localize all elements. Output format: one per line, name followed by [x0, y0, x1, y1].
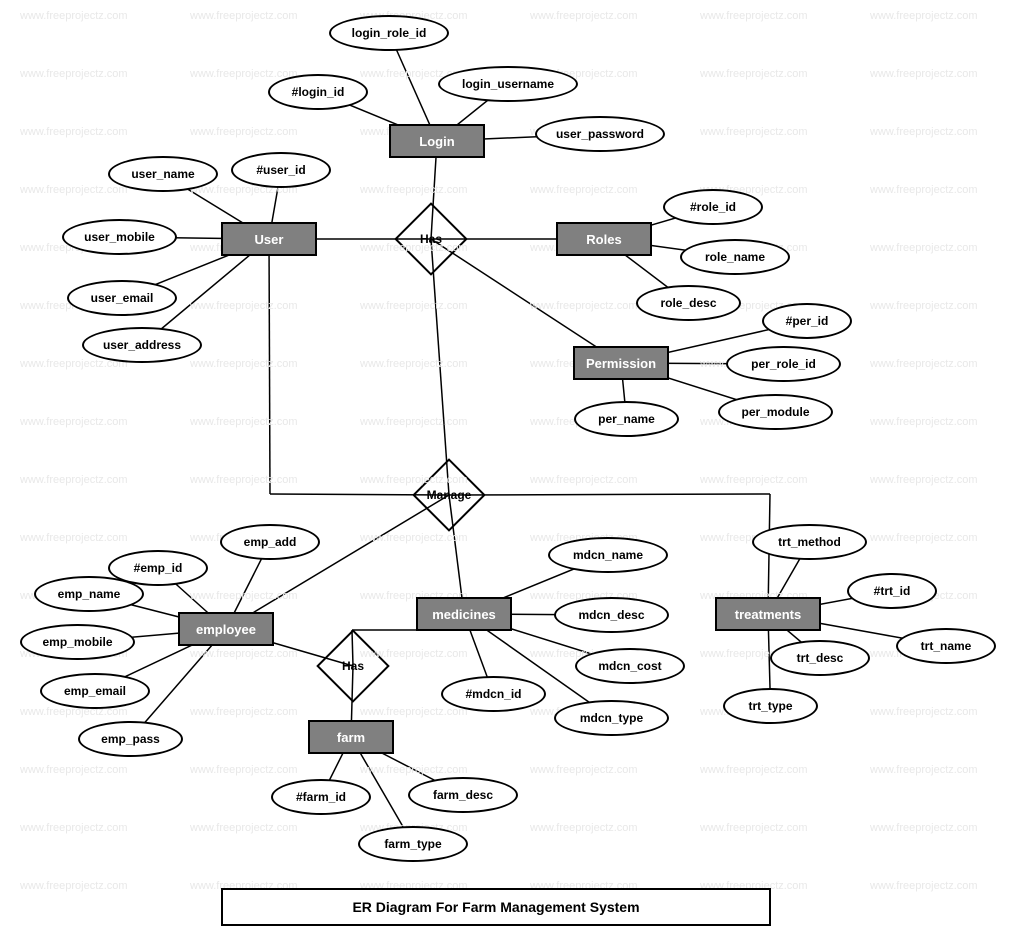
attribute-user-id: #user_id	[231, 152, 331, 188]
entity-user: User	[221, 222, 317, 256]
attribute-trt-name: trt_name	[896, 628, 996, 664]
attribute-user-password: user_password	[535, 116, 665, 152]
entity-employee: employee	[178, 612, 274, 646]
attribute-trt-id: #trt_id	[847, 573, 937, 609]
attribute-emp-pass: emp_pass	[78, 721, 183, 757]
attribute-per-module: per_module	[718, 394, 833, 430]
attribute-emp-email: emp_email	[40, 673, 150, 709]
attribute-per-id: #per_id	[762, 303, 852, 339]
attribute-trt-type: trt_type	[723, 688, 818, 724]
entity-medicines: medicines	[416, 597, 512, 631]
attribute-user-name: user_name	[108, 156, 218, 192]
attribute-mdcn-name: mdcn_name	[548, 537, 668, 573]
attribute-emp-name: emp_name	[34, 576, 144, 612]
title-text: ER Diagram For Farm Management System	[352, 899, 639, 915]
relationship-label: Manage	[427, 488, 472, 502]
attribute-login-role-id: login_role_id	[329, 15, 449, 51]
attribute-per-name: per_name	[574, 401, 679, 437]
attribute-trt-method: trt_method	[752, 524, 867, 560]
attribute-mdcn-type: mdcn_type	[554, 700, 669, 736]
attribute-role-desc: role_desc	[636, 285, 741, 321]
attribute-farm-id: #farm_id	[271, 779, 371, 815]
attribute-per-role-id: per_role_id	[726, 346, 841, 382]
attribute-login-username: login_username	[438, 66, 578, 102]
entity-login: Login	[389, 124, 485, 158]
relationship-has2: Has	[318, 631, 388, 701]
attribute-farm-desc: farm_desc	[408, 777, 518, 813]
attribute-user-email: user_email	[67, 280, 177, 316]
relationship-has1: Has	[396, 204, 466, 274]
attribute-mdcn-desc: mdcn_desc	[554, 597, 669, 633]
diagram-title: ER Diagram For Farm Management System	[221, 888, 771, 926]
attribute-emp-mobile: emp_mobile	[20, 624, 135, 660]
entity-treatments: treatments	[715, 597, 821, 631]
attribute-emp-add: emp_add	[220, 524, 320, 560]
attribute-login-id: #login_id	[268, 74, 368, 110]
attribute-mdcn-id: #mdcn_id	[441, 676, 546, 712]
attribute-trt-desc: trt_desc	[770, 640, 870, 676]
attribute-user-mobile: user_mobile	[62, 219, 177, 255]
entity-permission: Permission	[573, 346, 669, 380]
attribute-role-id: #role_id	[663, 189, 763, 225]
relationship-manage: Manage	[414, 460, 484, 530]
attribute-mdcn-cost: mdcn_cost	[575, 648, 685, 684]
attribute-user-address: user_address	[82, 327, 202, 363]
relationship-label: Has	[342, 659, 364, 673]
attribute-role-name: role_name	[680, 239, 790, 275]
entity-farm: farm	[308, 720, 394, 754]
attribute-farm-type: farm_type	[358, 826, 468, 862]
relationship-label: Has	[420, 232, 442, 246]
entity-roles: Roles	[556, 222, 652, 256]
